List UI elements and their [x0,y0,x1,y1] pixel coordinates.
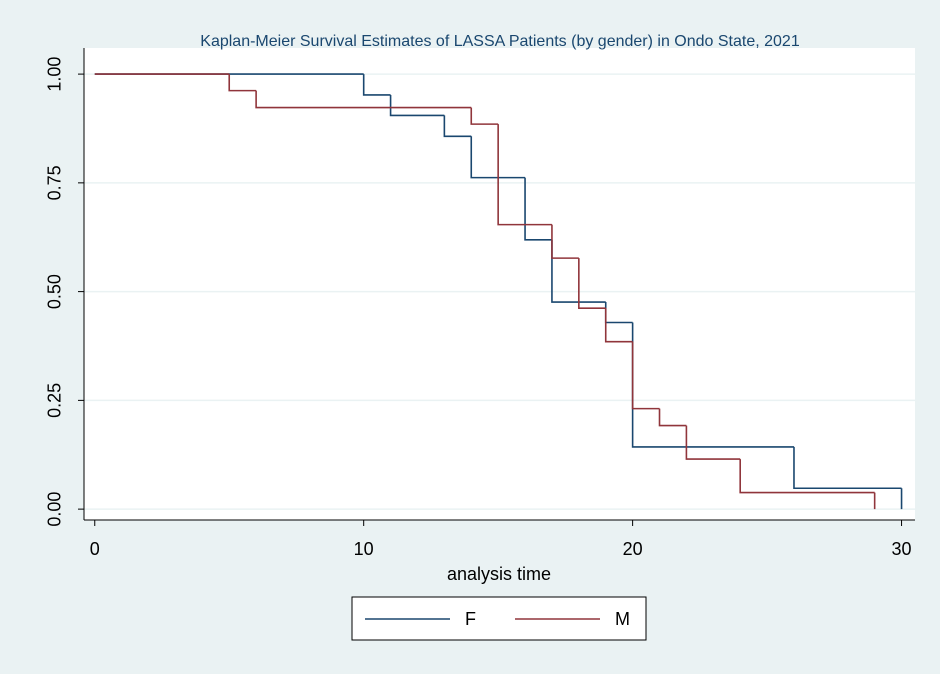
chart-title: Kaplan-Meier Survival Estimates of LASSA… [200,33,800,50]
y-tick-label: 0.25 [45,383,65,418]
survival-step [443,115,472,138]
survival-step [470,136,526,179]
survival-step [739,459,875,494]
y-tick-label: 0.75 [45,165,65,200]
y-tick-label: 1.00 [45,57,65,92]
survival-step [470,107,499,125]
survival-step [497,124,552,226]
legend-label: M [615,609,630,629]
survival-step [793,446,902,490]
x-axis-title: analysis time [447,564,551,584]
survival-step [604,308,633,343]
survival-step [524,177,552,241]
x-tick-label: 30 [892,539,912,559]
survival-step [551,224,579,259]
survival-step [658,408,687,427]
survival-step [228,74,257,92]
plot-region [84,48,915,520]
survival-step [362,74,391,96]
survival-step [578,258,606,309]
legend-label: F [465,609,476,629]
x-tick-label: 20 [623,539,643,559]
y-tick-label: 0.00 [45,492,65,527]
survival-step [685,425,741,460]
survival-step [631,341,660,410]
x-tick-label: 10 [354,539,374,559]
survival-step [255,90,472,109]
survival-step [389,94,445,117]
survival-step [551,239,606,303]
y-tick-label: 0.50 [45,274,65,309]
x-tick-label: 0 [90,539,100,559]
